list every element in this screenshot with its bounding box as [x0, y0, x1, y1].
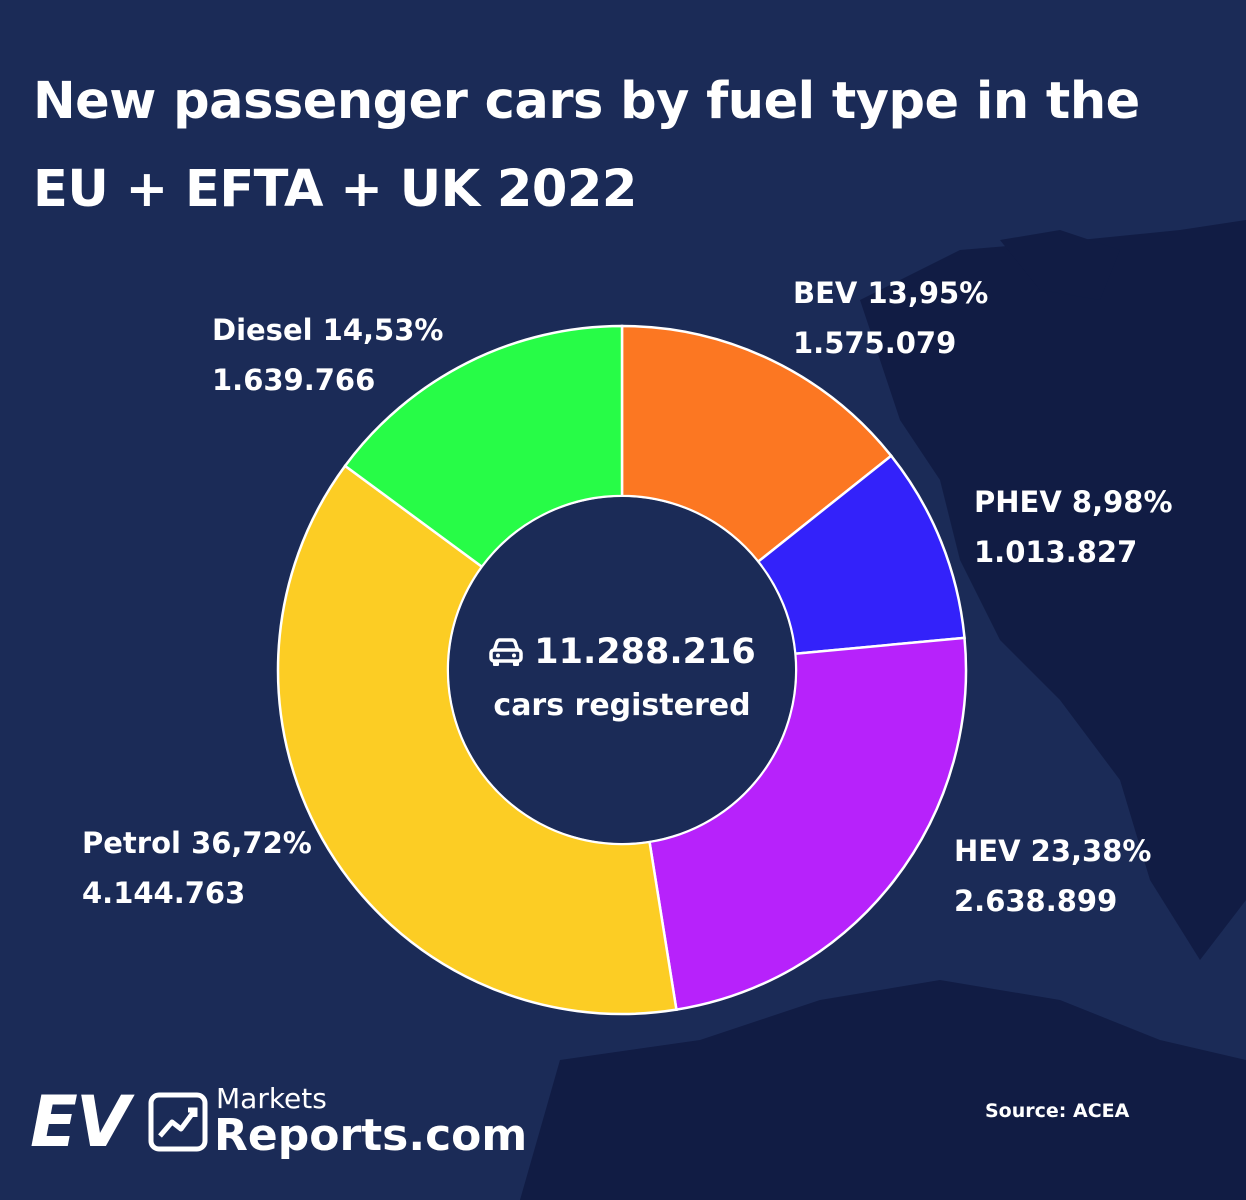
slice-label-bev: BEV 13,95% 1.575.079 [793, 268, 988, 368]
slice-name: BEV [793, 276, 858, 310]
slice-petrol [276, 464, 678, 1016]
evmarketsreports-logo: EV Markets Reports.com [30, 1082, 550, 1162]
chart-title: New passenger cars by fuel type in the E… [33, 72, 1140, 219]
total-cars: 11.288.216 [534, 632, 756, 672]
logo-reports-text: Reports.com [214, 1110, 528, 1161]
slice-value: 4.144.763 [82, 876, 246, 910]
slice-percent: 14,53% [322, 313, 444, 347]
slice-name: PHEV [974, 485, 1062, 519]
slice-bev [620, 324, 893, 564]
slice-hev [648, 636, 968, 1012]
car-icon [489, 638, 524, 666]
logo-ev-text: EV [30, 1081, 130, 1163]
northern-coast-shape [1000, 230, 1120, 300]
source-note: Source: ACEA [985, 1100, 1130, 1122]
slice-value: 1.575.079 [793, 326, 957, 360]
continent-shape [520, 980, 1246, 1200]
slice-percent: 8,98% [1071, 485, 1173, 519]
slice-diesel [343, 324, 624, 569]
logo-markets-text: Markets [216, 1082, 327, 1115]
slice-label-diesel: Diesel 14,53% 1.639.766 [212, 305, 443, 405]
slice-percent: 23,38% [1030, 834, 1152, 868]
slice-name: Diesel [212, 313, 313, 347]
slice-percent: 36,72% [191, 826, 312, 860]
slice-name: HEV [954, 834, 1021, 868]
slice-label-hev: HEV 23,38% 2.638.899 [954, 826, 1151, 926]
slice-label-petrol: Petrol 36,72% 4.144.763 [82, 818, 312, 918]
scandinavia-shape [860, 220, 1246, 960]
donut-hole [449, 497, 795, 843]
total-caption: cars registered [493, 688, 751, 723]
slice-value: 2.638.899 [954, 884, 1118, 918]
slice-value: 1.639.766 [212, 363, 376, 397]
slice-label-phev: PHEV 8,98% 1.013.827 [974, 477, 1173, 577]
donut-center: 11.288.216 cars registered [450, 620, 794, 728]
slice-value: 1.013.827 [974, 535, 1138, 569]
slice-name: Petrol [82, 826, 181, 860]
slice-percent: 13,95% [867, 276, 989, 310]
chart-trend-icon [148, 1092, 208, 1152]
